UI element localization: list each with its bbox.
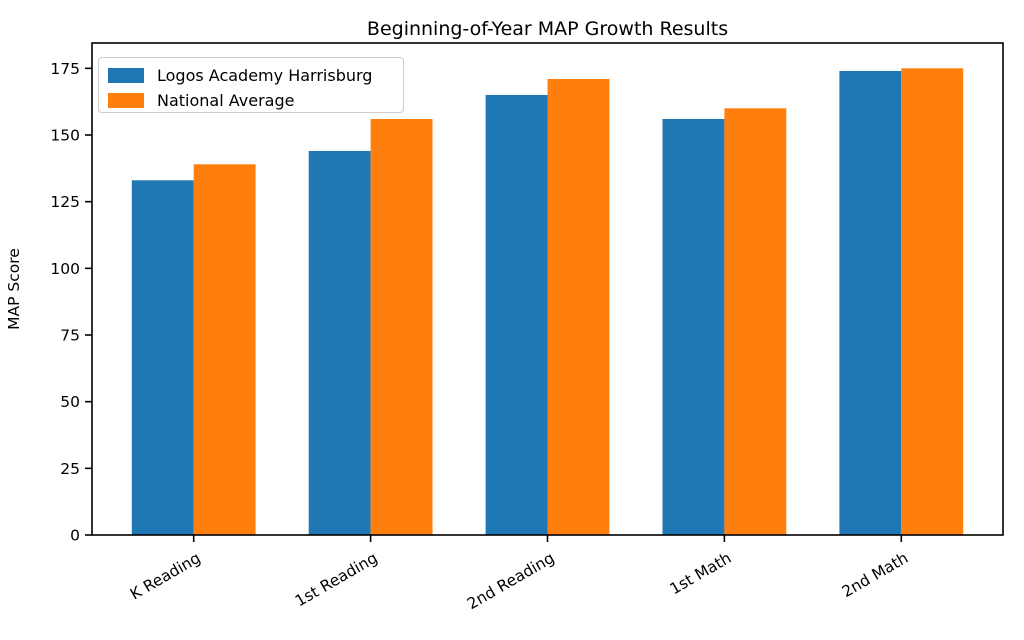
x-tick-label-2nd-reading: 2nd Reading bbox=[464, 549, 557, 613]
y-tick-label: 50 bbox=[60, 393, 80, 411]
bar-logos-academy-harrisburg-2nd-math bbox=[839, 71, 902, 535]
legend-item-national: National Average bbox=[108, 90, 403, 111]
bar-national-average-2nd-math bbox=[901, 68, 964, 536]
bar-logos-academy-harrisburg-k-reading bbox=[131, 180, 194, 536]
y-tick-label: 75 bbox=[60, 327, 80, 345]
bar-national-average-2nd-reading bbox=[547, 79, 610, 535]
legend-swatch-national-average bbox=[108, 93, 144, 108]
y-tick-label: 150 bbox=[50, 127, 80, 145]
chart-title: Beginning-of-Year MAP Growth Results bbox=[366, 18, 729, 40]
legend: Logos Academy Harrisburg National Averag… bbox=[98, 57, 404, 113]
y-tick-label: 25 bbox=[60, 460, 80, 478]
bar-national-average-1st-reading bbox=[370, 119, 433, 535]
x-tick-label-2nd-math: 2nd Math bbox=[839, 549, 911, 601]
y-tick-label: 0 bbox=[70, 527, 80, 545]
bar-logos-academy-harrisburg-1st-reading bbox=[308, 151, 371, 535]
y-tick-label: 125 bbox=[50, 193, 80, 211]
bar-logos-academy-harrisburg-1st-math bbox=[662, 119, 725, 535]
bar-national-average-k-reading bbox=[193, 164, 256, 536]
legend-label-logos-academy: Logos Academy Harrisburg bbox=[157, 66, 373, 85]
legend-swatch-logos-academy bbox=[108, 68, 144, 83]
x-tick-label-k-reading: K Reading bbox=[127, 549, 204, 604]
y-tick-label: 175 bbox=[50, 60, 80, 78]
bar-national-average-1st-math bbox=[724, 108, 787, 536]
y-tick-label: 100 bbox=[50, 260, 80, 278]
legend-item-logos: Logos Academy Harrisburg bbox=[108, 65, 403, 86]
x-tick-label-1st-math: 1st Math bbox=[667, 549, 735, 598]
bar-logos-academy-harrisburg-2nd-reading bbox=[485, 95, 548, 535]
legend-label-national-average: National Average bbox=[157, 91, 295, 110]
x-tick-label-1st-reading: 1st Reading bbox=[292, 549, 381, 611]
